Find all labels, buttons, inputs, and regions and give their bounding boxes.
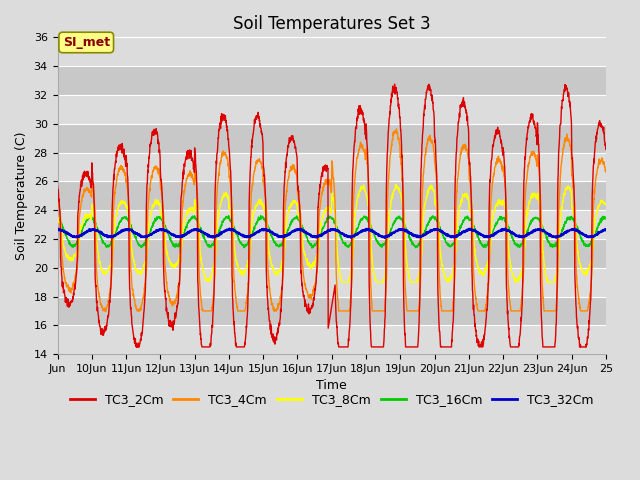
Legend: TC3_2Cm, TC3_4Cm, TC3_8Cm, TC3_16Cm, TC3_32Cm: TC3_2Cm, TC3_4Cm, TC3_8Cm, TC3_16Cm, TC3… [65,388,599,411]
Bar [58,181,606,210]
Bar [58,66,606,95]
Bar [58,37,606,66]
Bar [58,153,606,181]
Title: Soil Temperatures Set 3: Soil Temperatures Set 3 [233,15,431,33]
Bar [58,210,606,239]
Bar [58,239,606,268]
Y-axis label: Soil Temperature (C): Soil Temperature (C) [15,132,28,260]
Bar [58,325,606,354]
Bar [58,95,606,124]
X-axis label: Time: Time [316,379,347,393]
Text: SI_met: SI_met [63,36,110,49]
Bar [58,124,606,153]
Bar [58,297,606,325]
Bar [58,268,606,297]
